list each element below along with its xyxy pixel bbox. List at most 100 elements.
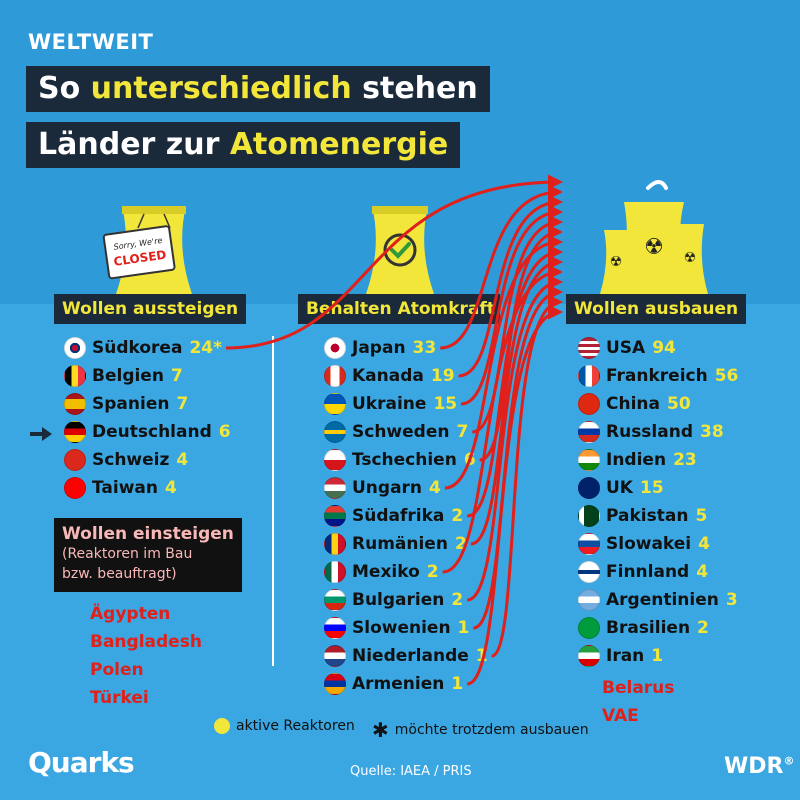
reactor-count: 94 — [652, 338, 676, 358]
einsteigen-heading: Wollen einsteigen — [62, 524, 234, 544]
einsteigen-sub-1: (Reaktoren im Bau — [62, 546, 193, 562]
reactor-count: 2 — [697, 618, 709, 638]
reactor-count: 1 — [451, 674, 464, 694]
reactor-count: 4 — [429, 478, 441, 498]
country-name: Finnland — [606, 562, 690, 582]
reactor-count: 50 — [666, 394, 691, 414]
quarks-logo: Quarks — [28, 746, 135, 779]
list-item-bulgarien: Bulgarien 2 — [324, 586, 488, 614]
list-item-taiwan: Taiwan 4 — [64, 474, 231, 502]
list-item-argentinien: Argentinien 3 — [578, 586, 738, 614]
country-name: Frankreich — [606, 366, 708, 386]
list-item-slowakei: Slowakei 4 — [578, 530, 738, 558]
legend-star: ✱ möchte trotzdem ausbauen — [372, 718, 589, 742]
einsteigen-box: Wollen einsteigen (Reaktoren im Bau bzw.… — [54, 518, 242, 592]
title-line-1-highlight: unterschiedlich — [90, 71, 352, 106]
list-item-finnland: Finnland 4 — [578, 558, 738, 586]
country-name: Spanien — [92, 394, 170, 414]
reactor-count: 1 — [475, 646, 488, 666]
title-line-2-highlight: Atomenergie — [229, 127, 449, 162]
flag-gb-icon — [578, 477, 600, 499]
reactor-count: 4 — [176, 450, 189, 470]
flag-ca-icon — [324, 365, 346, 387]
flag-nl-icon — [324, 645, 346, 667]
svg-text:☢: ☢ — [644, 235, 664, 260]
red-arrow — [490, 294, 563, 658]
flag-us-icon — [578, 337, 600, 359]
einsteigen-sub-2: bzw. beauftragt) — [62, 566, 177, 582]
reactor-count: 33 — [412, 338, 437, 358]
red-arrow — [479, 224, 563, 462]
list-item-tuerkei: Türkei — [90, 688, 149, 708]
pointer-arrow-icon — [30, 427, 52, 441]
reactor-count: 2 — [451, 506, 464, 526]
flag-si-icon — [324, 617, 346, 639]
reactor-count: 2 — [426, 562, 439, 582]
list-item-vae: VAE — [602, 702, 674, 730]
flag-tw-icon — [64, 477, 86, 499]
list-item-aegypten: Ägypten — [90, 604, 171, 624]
country-name: Belarus — [602, 678, 675, 698]
country-name: UK — [606, 478, 633, 498]
reactor-count: 1 — [651, 646, 664, 666]
flag-bg-icon — [324, 589, 346, 611]
svg-text:☢: ☢ — [684, 250, 697, 266]
reactor-count: 6 — [463, 450, 476, 470]
closed-cooling-tower-icon: Sorry, We're CLOSED — [102, 206, 192, 294]
country-name: Tschechien — [352, 450, 457, 470]
reactor-count: 23 — [673, 450, 697, 470]
reactor-count: 7 — [456, 422, 469, 442]
flag-fr-icon — [578, 365, 600, 387]
category-behalten: Behalten Atomkraft — [298, 294, 500, 324]
reactor-count: 4 — [696, 562, 709, 582]
wdr-logo: WDR® — [724, 754, 794, 779]
red-arrow — [440, 184, 563, 350]
radiation-towers-icon: ☢ ☢ ☢ — [600, 180, 708, 294]
reactor-count: 2 — [454, 534, 467, 554]
reactor-count: 15 — [639, 478, 664, 498]
country-name: Schweden — [352, 422, 450, 442]
flag-am-icon — [324, 673, 346, 695]
country-name: Ungarn — [352, 478, 423, 498]
kicker: WELTWEIT — [28, 30, 154, 54]
country-name: Ukraine — [352, 394, 427, 414]
flag-kr-icon — [64, 337, 86, 359]
behalten-list: Japan 33 Kanada 19 Ukraine 15 Schweden 7 Tsc… — [324, 334, 488, 698]
flag-se-icon — [324, 421, 346, 443]
country-name: Armenien — [352, 674, 445, 694]
source-credit: Quelle: IAEA / PRIS — [350, 764, 472, 779]
list-item-indien: Indien 23 — [578, 446, 738, 474]
aussteigen-list: Südkorea 24* Belgien 7 Spanien 7 Deutschlan… — [64, 334, 231, 502]
list-item-belgien: Belgien 7 — [64, 362, 231, 390]
list-item-china: China 50 — [578, 390, 738, 418]
list-item-niederlande: Niederlande 1 — [324, 642, 488, 670]
list-item-schweden: Schweden 7 — [324, 418, 488, 446]
flag-ir-icon — [578, 645, 600, 667]
list-item-usa: USA 94 — [578, 334, 738, 362]
country-name: USA — [606, 338, 646, 358]
flag-mx-icon — [324, 561, 346, 583]
list-item-suedkorea: Südkorea 24* — [64, 334, 231, 362]
flag-pk-icon — [578, 505, 600, 527]
country-name: Kanada — [352, 366, 424, 386]
reactor-count: 4 — [164, 478, 177, 498]
legend-active-label: aktive Reaktoren — [236, 718, 355, 734]
category-aussteigen: Wollen aussteigen — [54, 294, 246, 324]
column-divider — [272, 336, 274, 666]
country-name: Südafrika — [352, 506, 445, 526]
wdr-registered-mark: ® — [783, 754, 795, 768]
list-item-japan: Japan 33 — [324, 334, 488, 362]
reactor-count: 6 — [218, 422, 231, 442]
country-name: Schweiz — [92, 450, 170, 470]
flag-jp-icon — [324, 337, 346, 359]
list-item-uk: UK 15 — [578, 474, 738, 502]
country-name: VAE — [602, 706, 639, 726]
reactor-count: 7 — [170, 366, 183, 386]
country-name: Japan — [352, 338, 406, 358]
flag-cn-icon — [578, 393, 600, 415]
country-name: China — [606, 394, 660, 414]
einsteigen-list: Ägypten Bangladesh Polen Türkei — [90, 600, 202, 712]
reactor-count: 24* — [189, 338, 222, 358]
country-name: Slowenien — [352, 618, 451, 638]
